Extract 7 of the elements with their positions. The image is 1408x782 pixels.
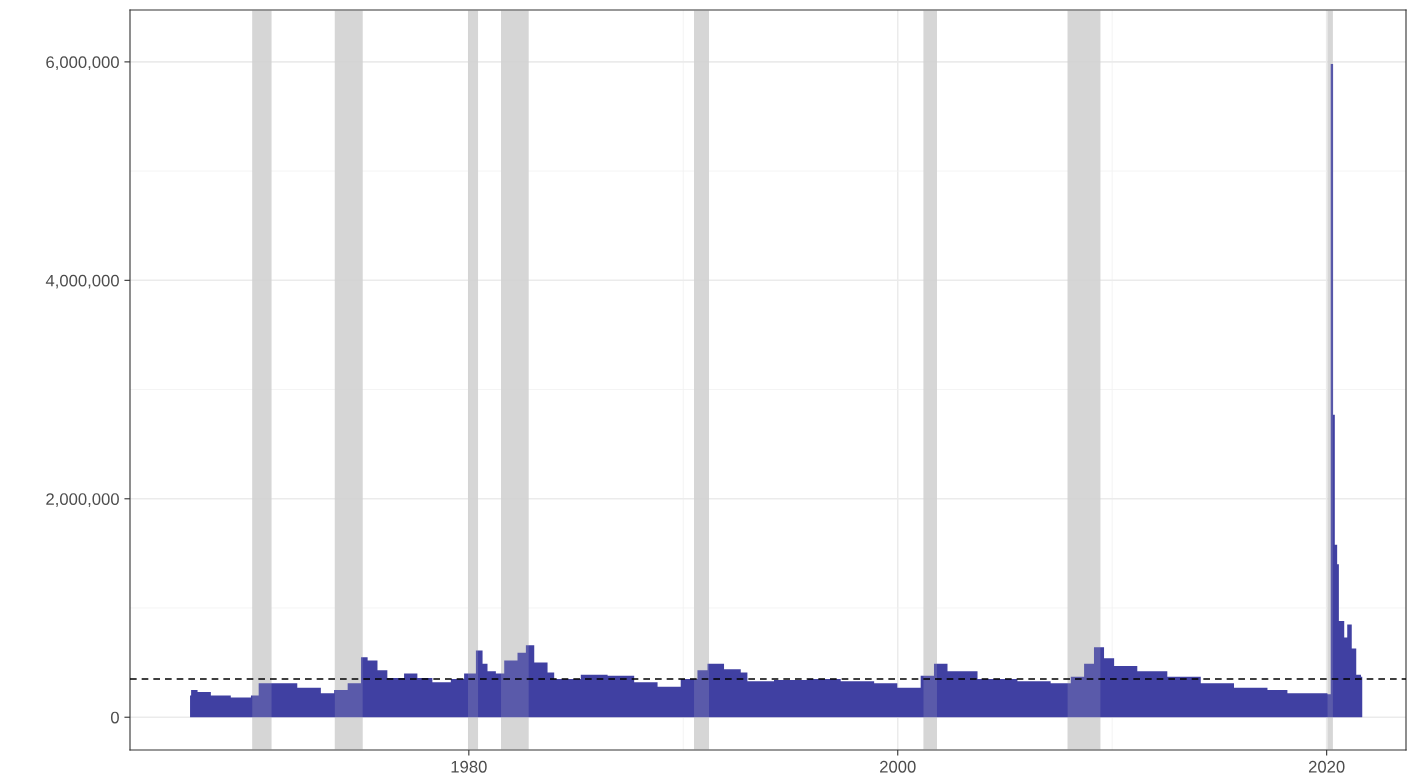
y-tick-label: 0 — [110, 711, 119, 724]
x-tick-label: 2020 — [1308, 760, 1345, 773]
y-tick-label: 4,000,000 — [45, 274, 119, 289]
y-tick-label: 6,000,000 — [46, 56, 119, 71]
x-tick-label: 1980 — [451, 760, 487, 773]
x-tick-label: 2000 — [880, 760, 916, 773]
y-tick-label: 2,000,000 — [46, 493, 119, 507]
